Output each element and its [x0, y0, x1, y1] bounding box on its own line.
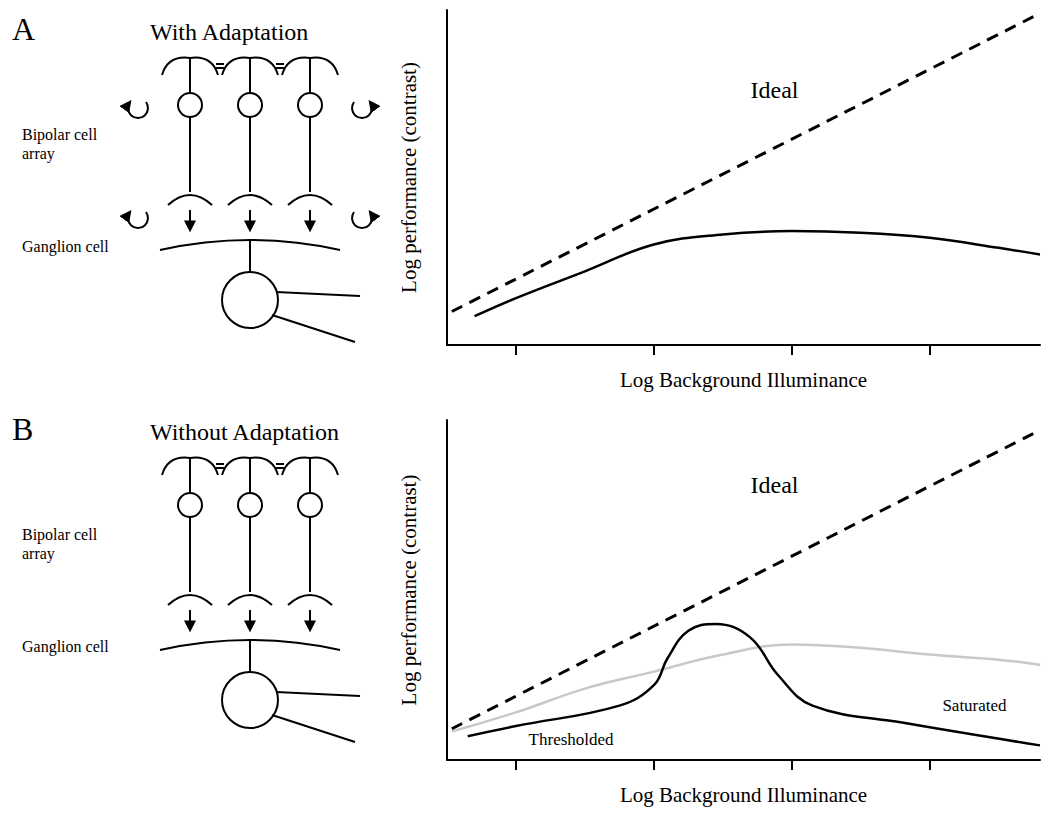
svg-text:Thresholded: Thresholded	[529, 730, 614, 749]
svg-text:With Adaptation: With Adaptation	[150, 19, 308, 45]
svg-text:Saturated: Saturated	[942, 696, 1007, 715]
svg-text:Ideal: Ideal	[751, 77, 799, 103]
svg-text:Log Background Illuminance: Log Background Illuminance	[620, 783, 867, 807]
svg-text:Ideal: Ideal	[751, 472, 799, 498]
svg-text:Log performance (contrast): Log performance (contrast)	[397, 475, 421, 706]
svg-text:Bipolar cell: Bipolar cell	[22, 526, 98, 544]
svg-text:Without Adaptation: Without Adaptation	[150, 419, 339, 445]
svg-text:Log Background Illuminance: Log Background Illuminance	[620, 368, 867, 392]
svg-text:Ganglion cell: Ganglion cell	[22, 238, 109, 256]
svg-text:array: array	[22, 545, 55, 563]
svg-text:A: A	[12, 11, 35, 47]
svg-text:array: array	[22, 145, 55, 163]
svg-text:B: B	[12, 411, 33, 447]
svg-text:Bipolar cell: Bipolar cell	[22, 126, 98, 144]
svg-text:Ganglion cell: Ganglion cell	[22, 638, 109, 656]
svg-text:Log performance (contrast): Log performance (contrast)	[397, 62, 421, 293]
